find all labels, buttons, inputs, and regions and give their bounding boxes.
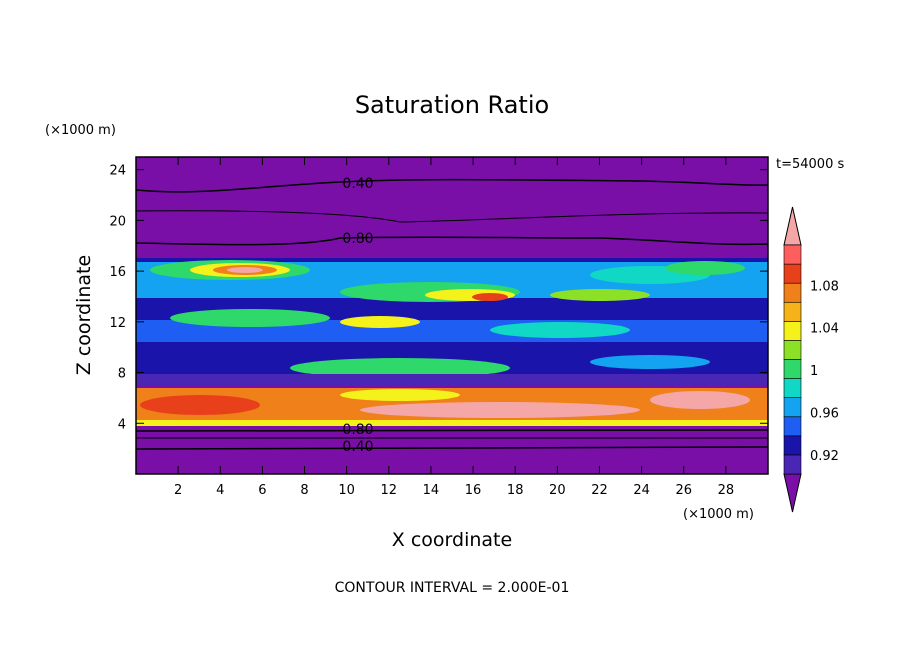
colorbar-tick-label: 1.04 xyxy=(810,322,839,337)
colorbar-tick-label: 1.08 xyxy=(810,279,839,294)
colorbar: 0.92 0.96 1 1.04 1.08 xyxy=(783,206,839,513)
colorbar-bin xyxy=(783,397,802,418)
blob xyxy=(472,293,508,301)
chart-title: Saturation Ratio xyxy=(355,91,549,119)
contour-label-bottom: 0.40 xyxy=(342,439,373,455)
colorbar-bin xyxy=(783,378,802,398)
x-tick-label: 4 xyxy=(216,483,224,498)
blob xyxy=(340,389,460,401)
y-tick-label: 12 xyxy=(109,316,126,331)
colorbar-bin xyxy=(783,301,802,322)
y-tick-label: 24 xyxy=(109,164,126,179)
blob xyxy=(490,322,630,338)
colorbar-bottom-triangle xyxy=(783,473,802,513)
blob xyxy=(590,355,710,369)
colorbar-bin xyxy=(783,244,802,265)
x-tick-label: 18 xyxy=(507,483,524,498)
blob xyxy=(140,395,260,415)
blob xyxy=(650,391,750,409)
colorbar-bin xyxy=(783,359,802,379)
band-lower-purple xyxy=(136,374,768,386)
x-axis-label: X coordinate xyxy=(392,529,512,551)
blob xyxy=(170,309,330,327)
x-tick-label: 8 xyxy=(300,483,308,498)
y-tick-label: 16 xyxy=(109,265,126,280)
x-tick-label: 2 xyxy=(174,483,182,498)
contour-label-upper: 0.80 xyxy=(342,231,373,247)
warm-layer-edge xyxy=(136,420,768,426)
x-tick-label: 12 xyxy=(381,483,398,498)
contour-line-bottom xyxy=(136,446,768,450)
contour-label-top: 0.40 xyxy=(342,176,373,192)
contour-label-lower: 0.80 xyxy=(342,422,373,438)
y-tick-label: 4 xyxy=(118,417,126,432)
x-tick-label: 10 xyxy=(338,483,355,498)
x-tick-label: 16 xyxy=(465,483,482,498)
contour-lines xyxy=(136,178,768,450)
x-tick-label: 24 xyxy=(633,483,650,498)
colorbar-bin xyxy=(783,282,802,303)
heatmap-field xyxy=(136,157,768,474)
blob xyxy=(227,267,263,273)
blob xyxy=(550,289,650,301)
contour-label-group: 0.40 0.80 0.80 0.40 xyxy=(342,176,373,455)
contour-line-upper xyxy=(136,236,768,246)
x-tick-label: 6 xyxy=(258,483,266,498)
colorbar-top-triangle xyxy=(783,206,802,246)
colorbar-tick-label: 0.96 xyxy=(810,407,839,422)
y-axis-label: Z coordinate xyxy=(73,255,95,375)
blob xyxy=(360,402,640,418)
colorbar-tick-label: 1 xyxy=(810,364,818,379)
contour-interval-label: CONTOUR INTERVAL = 2.000E-01 xyxy=(335,580,570,596)
blob xyxy=(340,316,420,328)
colorbar-bin xyxy=(783,416,802,437)
y-tick-label: 20 xyxy=(109,214,126,229)
time-label: t=54000 s xyxy=(776,157,844,172)
x-tick-label: 14 xyxy=(423,483,440,498)
blob xyxy=(290,358,510,378)
colorbar-bin xyxy=(783,340,802,360)
colorbar-bin xyxy=(783,435,802,456)
contour-line-top xyxy=(136,178,768,193)
plot-frame xyxy=(135,156,769,475)
contour-line-upper-thin xyxy=(136,210,768,223)
x-tick-label: 28 xyxy=(718,483,735,498)
x-tick-label: 20 xyxy=(549,483,566,498)
colorbar-bin xyxy=(783,263,802,284)
x-tick-label: 26 xyxy=(675,483,692,498)
colorbar-tick-label: 0.92 xyxy=(810,449,839,464)
colorbar-bin xyxy=(783,321,802,341)
colorbar-bin xyxy=(783,454,802,475)
blob xyxy=(665,261,745,275)
y-tick-label: 8 xyxy=(118,367,126,382)
contour-line-lower xyxy=(136,429,768,432)
x-tick-label: 22 xyxy=(591,483,608,498)
x-unit-label: (×1000 m) xyxy=(683,507,754,522)
y-unit-label: (×1000 m) xyxy=(45,123,116,138)
